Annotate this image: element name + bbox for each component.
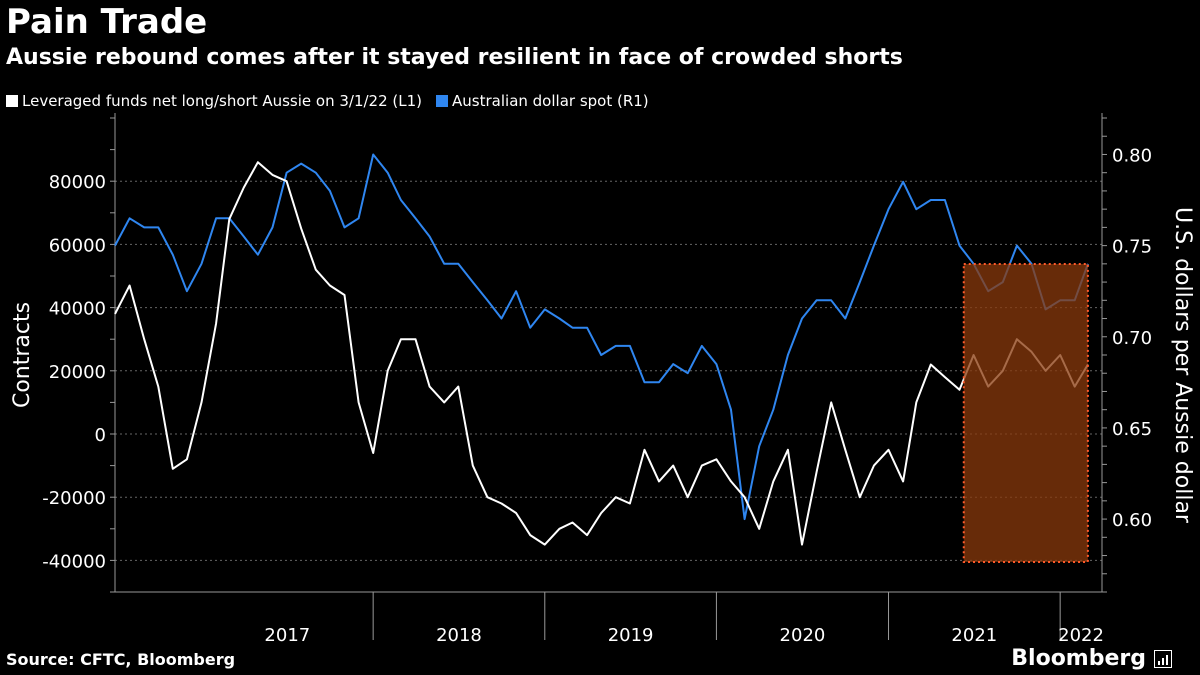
y-right-tick-label-3: 0.65 [1112,419,1152,440]
y-right-tick-label-4: 0.60 [1112,510,1152,531]
x-tick-label-2021: 2021 [951,625,997,646]
source-note: Source: CFTC, Bloomberg [6,650,236,669]
bar-chart-icon [1154,649,1172,668]
x-tick-label-2018: 2018 [436,625,482,646]
brand-name: Bloomberg [1011,646,1146,671]
x-tick-label-2020: 2020 [780,625,826,646]
y-right-tick-label-0: 0.80 [1112,145,1152,166]
highlight-region [962,263,1089,563]
bloomberg-logo: Bloomberg [1011,646,1172,671]
y-left-tick-label-1: 60000 [49,235,106,256]
y-left-tick-label-2: 40000 [49,299,106,320]
y-left-tick-label-6: -40000 [42,551,106,572]
legend-swatch-aud [436,95,449,107]
y-left-tick-label-0: 80000 [49,172,106,193]
legend-label-funds: Leveraged funds net long/short Aussie on… [22,92,423,110]
y-left-tick-label-4: 0 [95,425,106,446]
x-tick-label-2022: 2022 [1058,625,1104,646]
legend-label-aud: Australian dollar spot (R1) [452,92,649,110]
page-title: Pain Trade [6,2,208,42]
series-line-funds [114,161,1089,546]
y-right-axis-title: U.S. dollars per Aussie dollar [1170,207,1195,524]
y-left-tick-label-3: 20000 [49,362,106,383]
page-subtitle: Aussie rebound comes after it stayed res… [6,45,903,70]
x-tick-label-2017: 2017 [264,625,310,646]
legend-item-funds: Leveraged funds net long/short Aussie on… [6,92,422,110]
legend-swatch-funds [6,95,18,107]
chart-legend: Leveraged funds net long/short Aussie on… [6,92,663,110]
y-left-tick-label-5: -20000 [42,488,106,509]
legend-item-aud: Australian dollar spot (R1) [436,92,649,110]
y-right-tick-label-1: 0.75 [1112,237,1152,258]
y-right-tick-label-2: 0.70 [1112,328,1152,349]
series-line-aud [114,153,1089,521]
x-tick-label-2019: 2019 [608,625,654,646]
y-left-axis-title: Contracts [10,302,35,408]
